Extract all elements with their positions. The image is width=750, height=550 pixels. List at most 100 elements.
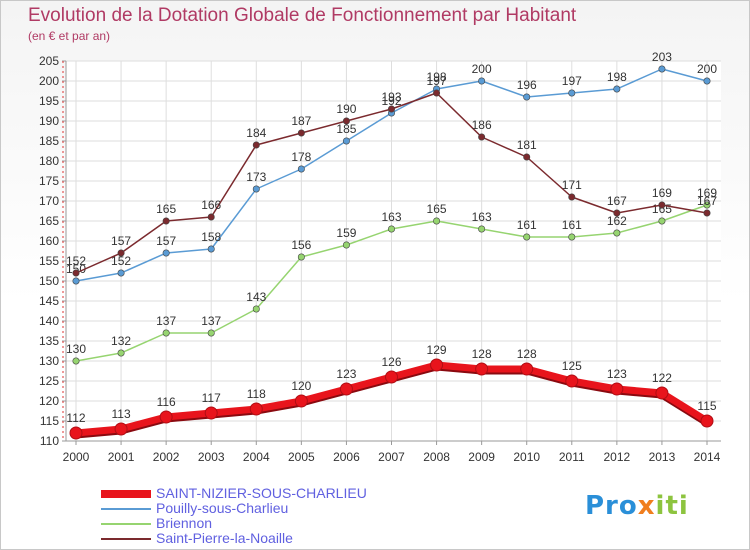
y-tick-label: 110 xyxy=(40,434,59,448)
data-label: 113 xyxy=(112,407,131,421)
legend-label: Pouilly-sous-Charlieu xyxy=(156,500,289,516)
data-label: 171 xyxy=(562,178,582,192)
data-point xyxy=(658,65,666,73)
data-point xyxy=(568,193,576,201)
data-point xyxy=(252,185,260,193)
data-point xyxy=(69,426,83,440)
data-point xyxy=(520,362,534,376)
data-label: 152 xyxy=(66,254,86,268)
data-point xyxy=(297,129,305,137)
x-tick-label: 2008 xyxy=(423,450,450,464)
data-point xyxy=(342,137,350,145)
data-label: 185 xyxy=(336,122,356,136)
data-label: 137 xyxy=(156,314,176,328)
data-point xyxy=(703,77,711,85)
x-tick-label: 2001 xyxy=(108,450,135,464)
data-point xyxy=(162,249,170,257)
data-point xyxy=(613,229,621,237)
data-label: 169 xyxy=(697,186,717,200)
data-point xyxy=(433,89,441,97)
data-label: 158 xyxy=(201,230,221,244)
data-label: 186 xyxy=(472,118,492,132)
data-point xyxy=(433,217,441,225)
data-label: 159 xyxy=(336,226,356,240)
legend-swatch xyxy=(101,508,151,510)
y-tick-label: 150 xyxy=(39,274,59,288)
legend-swatch xyxy=(101,538,151,540)
data-point xyxy=(159,410,173,424)
series-2: 130 132 137 137 143 156 159 163 165 163 161 161 162 1… xyxy=(66,186,717,365)
legend-swatch xyxy=(101,490,151,498)
data-point xyxy=(207,329,215,337)
data-point xyxy=(478,77,486,85)
y-tick-label: 175 xyxy=(39,174,59,188)
legend-label: Saint-Pierre-la-Noaille xyxy=(156,530,293,546)
data-point xyxy=(297,165,305,173)
data-label: 123 xyxy=(336,367,356,381)
data-point xyxy=(114,422,128,436)
y-tick-label: 130 xyxy=(39,354,59,368)
data-label: 163 xyxy=(381,210,401,224)
data-label: 169 xyxy=(652,186,672,200)
data-point xyxy=(655,386,669,400)
data-point xyxy=(72,269,80,277)
data-label: 118 xyxy=(247,387,266,401)
x-tick-label: 2011 xyxy=(559,450,585,464)
x-tick-label: 2004 xyxy=(243,450,270,464)
chart-subtitle: (en € et par an) xyxy=(28,29,111,43)
data-label: 152 xyxy=(111,254,131,268)
data-point xyxy=(700,414,714,428)
x-tick-label: 2013 xyxy=(649,450,676,464)
data-point xyxy=(568,89,576,97)
y-tick-label: 120 xyxy=(39,394,59,408)
data-label: 112 xyxy=(66,411,85,425)
data-point xyxy=(658,217,666,225)
x-tick-label: 2002 xyxy=(153,450,180,464)
x-tick-label: 2005 xyxy=(288,450,315,464)
data-label: 203 xyxy=(652,50,672,64)
data-point xyxy=(162,217,170,225)
data-label: 132 xyxy=(111,334,131,348)
data-point xyxy=(523,233,531,241)
data-label: 123 xyxy=(607,367,627,381)
data-point xyxy=(703,201,711,209)
data-point xyxy=(207,245,215,253)
data-label: 167 xyxy=(607,194,627,208)
data-point xyxy=(658,201,666,209)
data-label: 128 xyxy=(472,347,492,361)
data-label: 150 xyxy=(66,262,86,276)
data-label: 157 xyxy=(111,234,131,248)
data-label: 125 xyxy=(562,359,582,373)
y-tick-label: 200 xyxy=(39,74,59,88)
data-label: 162 xyxy=(607,214,627,228)
data-label: 198 xyxy=(427,70,447,84)
data-label: 198 xyxy=(607,70,627,84)
data-point xyxy=(387,105,395,113)
y-tick-label: 165 xyxy=(39,214,59,228)
data-point xyxy=(297,253,305,261)
data-point xyxy=(478,133,486,141)
y-tick-label: 190 xyxy=(39,114,59,128)
data-label: 116 xyxy=(157,395,176,409)
data-point xyxy=(207,213,215,221)
data-point xyxy=(430,358,444,372)
data-label: 193 xyxy=(381,90,401,104)
data-point xyxy=(613,85,621,93)
data-label: 197 xyxy=(562,74,582,88)
data-label: 163 xyxy=(472,210,492,224)
data-point xyxy=(703,209,711,217)
data-label: 187 xyxy=(291,114,311,128)
data-label: 137 xyxy=(201,314,221,328)
data-point xyxy=(610,382,624,396)
data-point xyxy=(523,153,531,161)
data-point xyxy=(117,349,125,357)
data-point xyxy=(387,225,395,233)
data-label: 143 xyxy=(246,290,266,304)
data-point xyxy=(342,241,350,249)
data-label: 126 xyxy=(381,355,401,369)
data-point xyxy=(249,402,263,416)
data-label: 197 xyxy=(427,74,447,88)
proxiti-logo: Proxiti xyxy=(585,491,689,521)
